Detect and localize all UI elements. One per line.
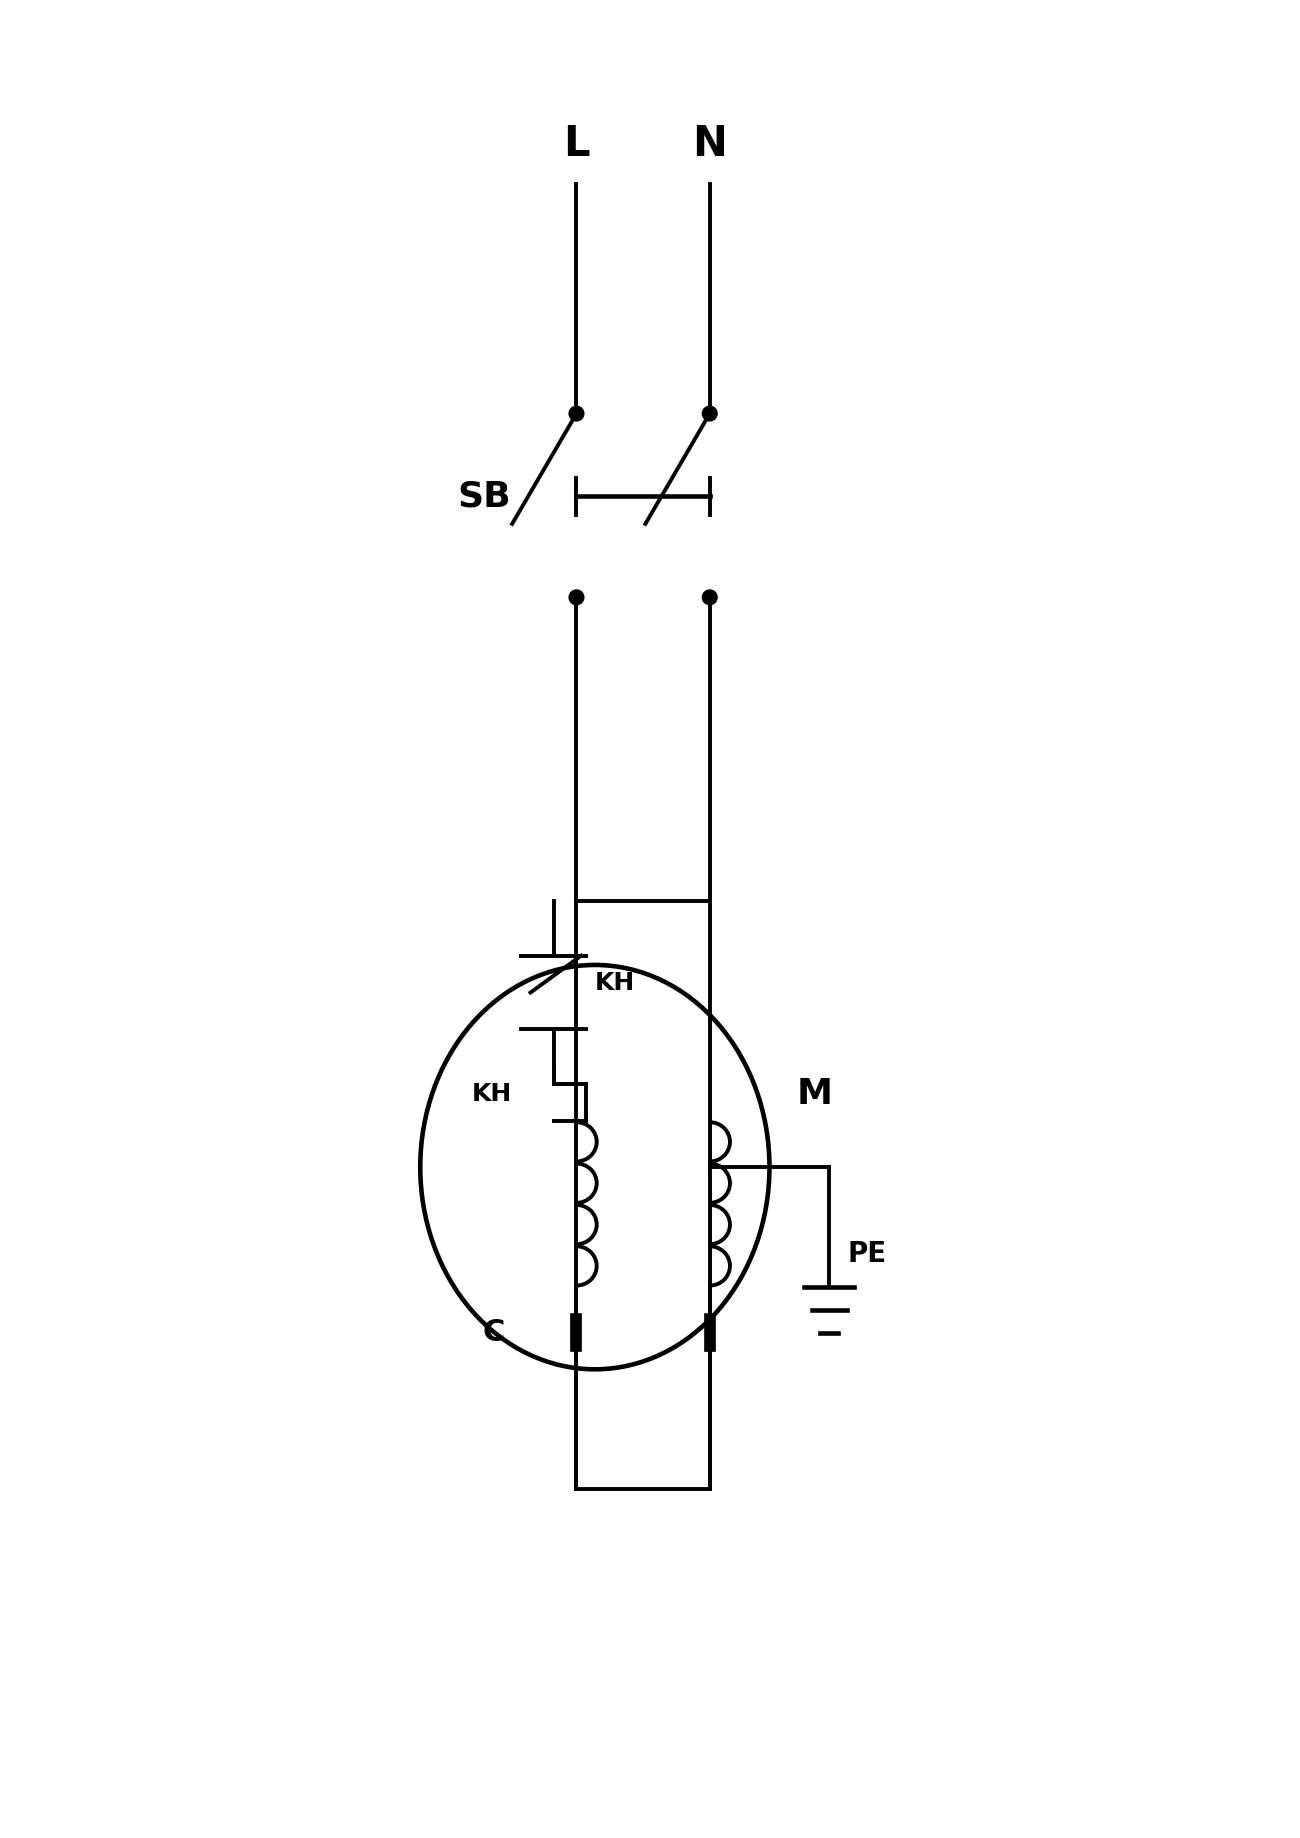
Text: L: L <box>563 123 590 165</box>
Bar <box>576 901 710 1489</box>
Text: KH: KH <box>472 1081 512 1106</box>
Text: M: M <box>797 1077 833 1110</box>
Circle shape <box>569 590 584 605</box>
Circle shape <box>702 406 718 421</box>
Text: PE: PE <box>848 1241 887 1268</box>
Circle shape <box>702 590 718 605</box>
Circle shape <box>569 406 584 421</box>
Text: KH: KH <box>595 970 636 996</box>
Text: C: C <box>482 1318 504 1347</box>
Text: SB: SB <box>458 480 511 513</box>
Text: N: N <box>693 123 727 165</box>
